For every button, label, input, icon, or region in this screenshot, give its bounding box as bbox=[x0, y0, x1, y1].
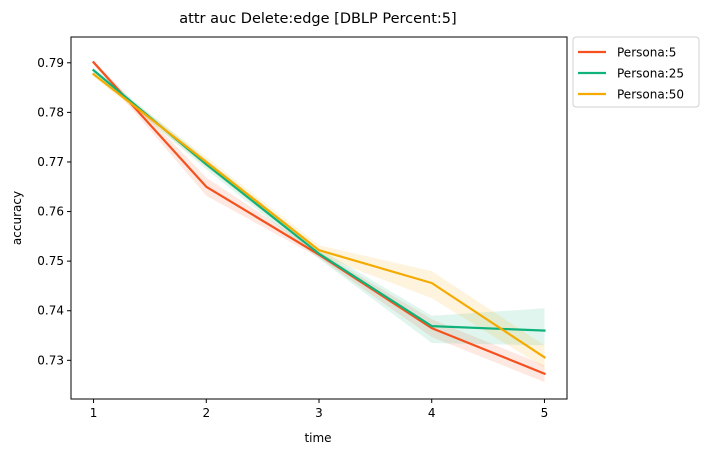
y-axis-ticks: 0.73 0.74 0.75 0.76 0.77 0.78 0.79 bbox=[37, 56, 71, 367]
x-tick-label: 5 bbox=[541, 406, 549, 420]
legend-label-3: Persona:50 bbox=[617, 88, 684, 102]
confidence-band-2 bbox=[93, 67, 545, 346]
x-axis-ticks: 1 2 3 4 5 bbox=[90, 399, 549, 420]
y-tick-label: 0.78 bbox=[37, 105, 64, 119]
y-tick-label: 0.77 bbox=[37, 155, 64, 169]
y-tick-label: 0.79 bbox=[37, 56, 64, 70]
y-tick-label: 0.74 bbox=[37, 304, 64, 318]
x-tick-label: 4 bbox=[428, 406, 436, 420]
x-axis-label: time bbox=[304, 431, 331, 445]
x-tick-label: 3 bbox=[315, 406, 323, 420]
legend-label-2: Persona:25 bbox=[617, 67, 684, 81]
series-line-2 bbox=[91, 68, 546, 332]
x-tick-label: 2 bbox=[202, 406, 210, 420]
y-tick-label: 0.75 bbox=[37, 254, 64, 268]
legend: Persona:5 Persona:25 Persona:50 bbox=[572, 36, 700, 108]
x-tick-label: 1 bbox=[90, 406, 98, 420]
y-tick-label: 0.76 bbox=[37, 205, 64, 219]
series-line-3 bbox=[91, 72, 547, 359]
y-axis-label: accuracy bbox=[10, 191, 24, 245]
legend-box bbox=[572, 36, 700, 108]
chart-title: attr auc Delete:edge [DBLP Percent:5] bbox=[179, 11, 456, 27]
legend-label-1: Persona:5 bbox=[617, 46, 676, 60]
series-lines bbox=[91, 60, 547, 376]
confidence-band-1 bbox=[93, 60, 545, 383]
y-tick-label: 0.73 bbox=[37, 353, 64, 367]
confidence-band-3 bbox=[93, 71, 545, 368]
confidence-bands bbox=[93, 60, 545, 383]
